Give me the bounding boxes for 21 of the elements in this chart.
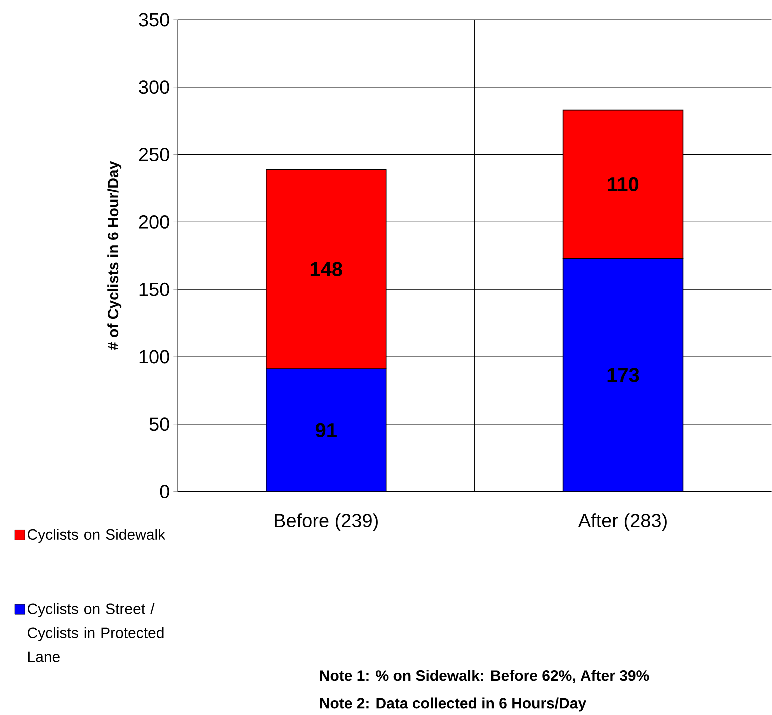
- bar: [562, 258, 684, 492]
- y-tick-label: 250: [139, 148, 170, 162]
- data-label: 173: [608, 368, 640, 382]
- bar: [266, 368, 387, 492]
- legend-label: Cyclists on Street / Cyclists in Protected Lane: [28, 603, 164, 662]
- y-tick-label: 150: [140, 282, 170, 296]
- y-tick-label: 100: [140, 350, 170, 364]
- data-label: 110: [608, 177, 639, 192]
- y-tick-label: 0: [160, 485, 170, 499]
- x-tick-label: After (283): [578, 514, 667, 532]
- y-tick-label: 200: [139, 215, 170, 229]
- legend-label: Cyclists on Sidewalk: [28, 529, 166, 543]
- text: Note 2: Data collected in 6 Hours/Day: [320, 698, 587, 712]
- x-tick-label: Before (239): [275, 514, 378, 532]
- y-axis-title: # of Cyclists in 6 Hour/Day: [108, 161, 122, 350]
- text: Note 1: % on Sidewalk: Before 62%, After 39%: [320, 670, 650, 684]
- y-tick-label: 300: [139, 80, 170, 94]
- data-label: 91: [316, 423, 337, 438]
- y-tick-label: 50: [150, 418, 170, 432]
- data-label: 148: [310, 262, 342, 276]
- y-tick-label: 350: [139, 13, 170, 27]
